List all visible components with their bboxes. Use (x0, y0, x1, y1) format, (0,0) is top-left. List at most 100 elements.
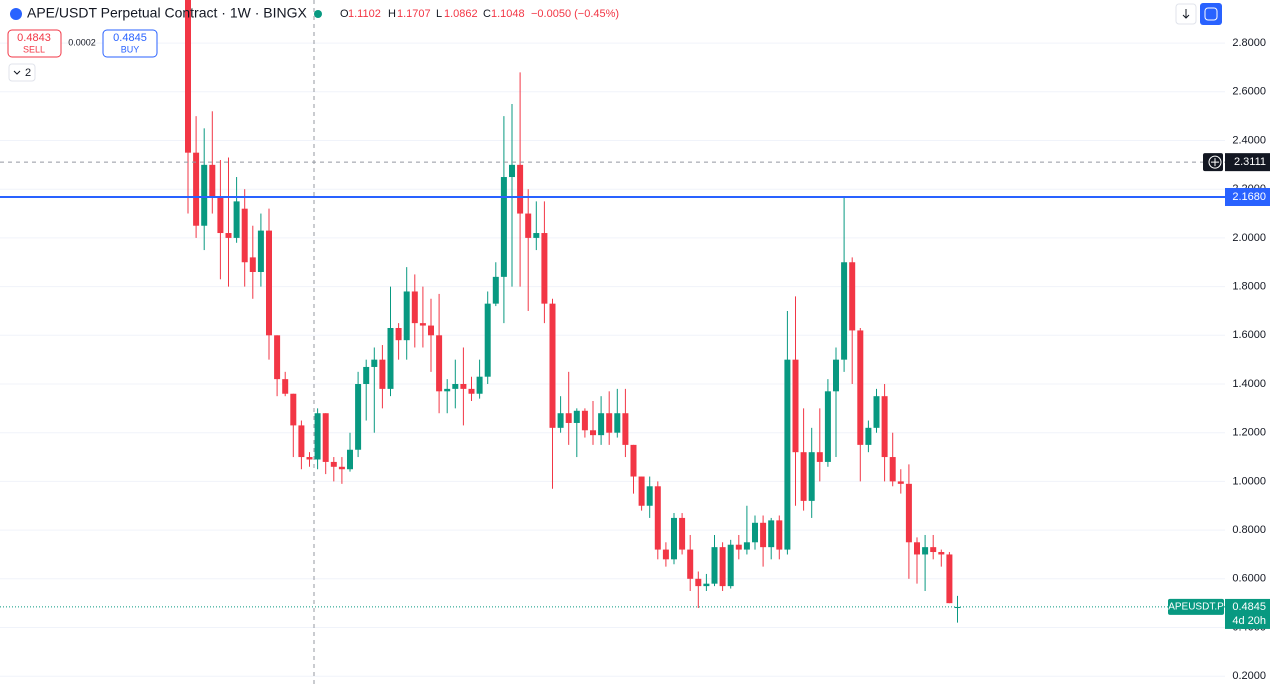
candle-body (338, 466, 345, 470)
y-tick-label: 2.4000 (1232, 134, 1266, 146)
last-price-label-bg (1225, 598, 1270, 629)
candle-body (646, 486, 653, 506)
ohlc-label: C (483, 8, 491, 20)
candle-body (314, 413, 321, 460)
candle-body (776, 520, 783, 550)
candle-body (768, 520, 775, 548)
candle-body (525, 213, 532, 238)
horizontal-line-label: 2.1680 (1232, 191, 1266, 203)
candle-body (897, 481, 904, 484)
candle-body (241, 208, 248, 263)
candle-body (598, 413, 605, 436)
ohlc-label: L (436, 8, 442, 20)
auto-scale-button[interactable] (1200, 3, 1222, 25)
symbol-label-bg (1168, 598, 1224, 615)
indicators-toggle[interactable] (8, 63, 36, 82)
candle-body (760, 522, 767, 548)
candle-body (549, 303, 556, 428)
candle-body (274, 335, 281, 380)
candle-body (938, 552, 945, 555)
candle-body (371, 359, 378, 367)
candle-body (266, 230, 272, 336)
y-tick-label: 2.8000 (1232, 37, 1266, 49)
candle-body (922, 547, 929, 555)
candle-body (606, 413, 613, 433)
candle-body (185, 0, 191, 153)
candle-body (687, 549, 694, 579)
candle-body (347, 449, 353, 470)
y-tick-label: 0.2000 (1232, 670, 1266, 682)
candle-body (492, 276, 499, 304)
ohlc-value: 1.1102 (348, 8, 381, 20)
candle-body (638, 476, 645, 506)
candle-body (330, 461, 337, 467)
candle-body (557, 413, 564, 428)
y-tick-label: 0.8000 (1232, 524, 1266, 536)
candle-body (444, 388, 451, 392)
y-tick-label: 1.8000 (1232, 281, 1266, 293)
candle-body (695, 578, 702, 587)
candle-body (201, 164, 208, 226)
candle-body (249, 257, 256, 272)
status-dot (314, 10, 322, 18)
candle-body (679, 517, 686, 550)
symbol-icon (10, 8, 22, 20)
chevron (13, 70, 21, 75)
sell-button[interactable] (7, 29, 62, 58)
candle-body (792, 359, 799, 453)
candle-body (322, 413, 329, 462)
candle-body (654, 486, 661, 550)
candle-body (873, 396, 880, 428)
candle-body (193, 152, 200, 226)
candle-body (428, 325, 434, 336)
candle-body (573, 410, 580, 423)
candle-body (500, 177, 507, 277)
auto-icon (1204, 7, 1218, 21)
candle-body (225, 233, 232, 238)
candle-body (671, 517, 677, 560)
candle-body (800, 452, 807, 501)
candle-body (581, 410, 588, 431)
candle-body (452, 384, 459, 389)
candle-body (209, 164, 216, 197)
indicators-count: 2 (25, 67, 31, 79)
candle-body (703, 583, 710, 587)
candle-body (719, 547, 726, 587)
candle-body (808, 452, 815, 501)
candle-body (217, 196, 224, 234)
candle-body (946, 554, 953, 604)
candle-body (355, 384, 362, 450)
buy-button[interactable] (102, 29, 158, 58)
candle-body (865, 427, 872, 445)
price-axis (1225, 0, 1280, 684)
candle-body (436, 335, 443, 392)
candle-body (395, 327, 402, 341)
candle-body (387, 327, 394, 389)
candle-body (590, 430, 596, 436)
candle-body (541, 233, 548, 304)
spread: 0.0002 (68, 37, 96, 47)
arrow-icon (1182, 9, 1190, 19)
ohlc-value: 1.1707 (397, 8, 431, 20)
y-tick-label: 1.6000 (1232, 329, 1266, 341)
candle-body (735, 544, 742, 550)
candle-body (662, 549, 669, 560)
plus-icon (1211, 158, 1219, 167)
candle-body (419, 323, 426, 326)
candle-body (889, 457, 896, 482)
candle-body (411, 291, 418, 324)
ohlc-label: O (340, 8, 349, 20)
symbol-label: APEUSDT.P (1168, 602, 1224, 613)
ohlc-label: H (388, 8, 396, 20)
candle-body (565, 413, 572, 423)
y-tick-label: 2.6000 (1232, 86, 1266, 98)
last-price-label: 0.4845 (1232, 601, 1266, 613)
candle-body (468, 388, 475, 394)
candle-body (363, 366, 370, 385)
candle-body (857, 330, 864, 445)
candle-body (833, 359, 839, 392)
chart-title: APE/USDT Perpetual Contract · 1W · BINGX (27, 5, 307, 21)
candle-body (914, 542, 920, 555)
crosshair-label: 2.3111 (1234, 156, 1266, 168)
